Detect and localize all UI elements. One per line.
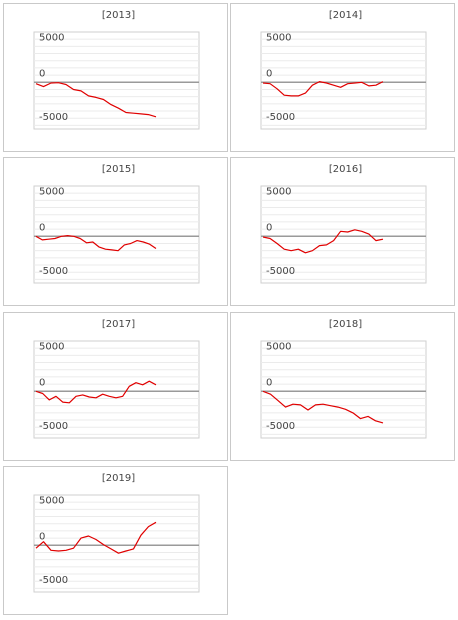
chart-title: [2019] xyxy=(102,473,135,484)
y-tick-label: 5000 xyxy=(39,32,64,43)
chart-panel-2013: [2013] 5000 0 -5000 xyxy=(3,3,228,152)
y-tick-label: 0 xyxy=(39,222,45,233)
chart-panel-2014: [2014] 5000 0 -5000 xyxy=(230,3,455,152)
chart-svg: [2016] 5000 0 -5000 xyxy=(260,164,427,284)
series-line xyxy=(35,380,157,404)
y-tick-label: -5000 xyxy=(266,112,295,123)
chart-panel-2016: [2016] 5000 0 -5000 xyxy=(230,157,455,306)
plot-area xyxy=(33,340,200,439)
series-line xyxy=(262,390,384,424)
chart-svg: [2019] 5000 0 -5000 xyxy=(33,473,200,593)
chart-svg: [2014] 5000 0 -5000 xyxy=(260,10,427,130)
chart-title: [2013] xyxy=(102,10,135,21)
y-tick-label: -5000 xyxy=(266,421,295,432)
chart-panel-2015: [2015] 5000 0 -5000 xyxy=(3,157,228,306)
y-tick-label: 0 xyxy=(39,68,45,79)
plot-area xyxy=(260,340,427,439)
y-tick-label: 0 xyxy=(39,531,45,542)
y-tick-label: -5000 xyxy=(39,112,68,123)
y-tick-label: 5000 xyxy=(266,341,291,352)
chart-panel-2017: [2017] 5000 0 -5000 xyxy=(3,312,228,461)
y-tick-label: 5000 xyxy=(39,341,64,352)
series-line xyxy=(35,234,157,252)
chart-svg: [2017] 5000 0 -5000 xyxy=(33,319,200,439)
series-line xyxy=(35,521,157,554)
y-tick-label: 5000 xyxy=(266,186,291,197)
plot-area xyxy=(33,494,200,593)
y-tick-label: -5000 xyxy=(39,421,68,432)
plot-area xyxy=(33,31,200,130)
y-tick-label: 5000 xyxy=(39,495,64,506)
chart-title: [2015] xyxy=(102,164,135,175)
chart-svg: [2018] 5000 0 -5000 xyxy=(260,319,427,439)
y-tick-label: -5000 xyxy=(266,266,295,277)
chart-panel-2019: [2019] 5000 0 -5000 xyxy=(3,466,228,615)
chart-svg: [2013] 5000 0 -5000 xyxy=(33,10,200,130)
y-tick-label: 0 xyxy=(39,377,45,388)
plot-area xyxy=(33,185,200,284)
y-tick-label: 0 xyxy=(266,222,272,233)
plot-area xyxy=(260,31,427,130)
series-line xyxy=(262,229,384,254)
y-tick-label: -5000 xyxy=(39,575,68,586)
chart-svg: [2015] 5000 0 -5000 xyxy=(33,164,200,284)
chart-title: [2014] xyxy=(329,10,362,21)
chart-title: [2016] xyxy=(329,164,362,175)
chart-title: [2017] xyxy=(102,319,135,330)
y-tick-label: 5000 xyxy=(266,32,291,43)
y-tick-label: 0 xyxy=(266,68,272,79)
series-line xyxy=(35,82,157,118)
chart-title: [2018] xyxy=(329,319,362,330)
series-line xyxy=(262,80,384,97)
chart-panel-2018: [2018] 5000 0 -5000 xyxy=(230,312,455,461)
plot-area xyxy=(260,185,427,284)
y-tick-label: 0 xyxy=(266,377,272,388)
y-tick-label: 5000 xyxy=(39,186,64,197)
y-tick-label: -5000 xyxy=(39,266,68,277)
